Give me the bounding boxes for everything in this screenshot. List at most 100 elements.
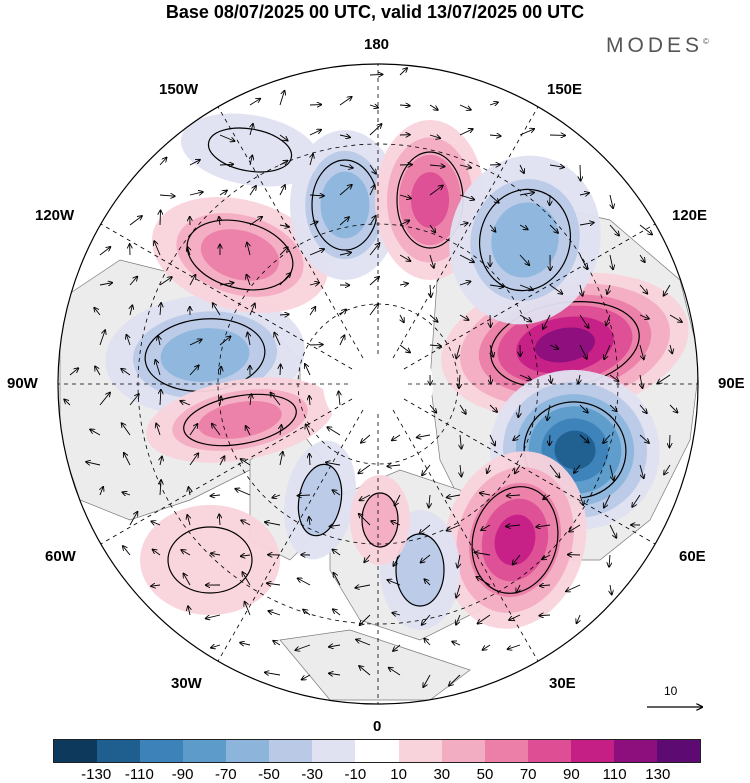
wind-arrow <box>99 247 110 256</box>
wind-arrow <box>219 336 231 346</box>
wind-arrow <box>279 273 290 286</box>
wind-arrow <box>310 154 313 166</box>
wind-arrow <box>604 494 611 508</box>
wind-arrow <box>122 492 131 495</box>
lon-label-90w: 90W <box>7 375 38 392</box>
wind-arrow <box>247 243 250 256</box>
wind-arrow <box>603 434 611 443</box>
wind-arrow <box>279 185 285 196</box>
colorbar-tick-label: -30 <box>301 766 324 783</box>
wind-arrow <box>459 314 469 320</box>
wind-arrow <box>490 344 493 357</box>
wind-arrow <box>609 524 616 538</box>
wind-arrow <box>309 454 310 466</box>
wind-arrow <box>326 462 341 465</box>
wind-arrow <box>250 155 252 166</box>
wind-arrow <box>421 554 431 563</box>
wind-arrow <box>429 165 445 166</box>
wind-arrow <box>219 283 234 285</box>
colorbar-tick-label: 10 <box>390 766 407 783</box>
wind-arrow <box>547 404 550 420</box>
wind-arrow <box>639 315 649 319</box>
wind-arrow <box>399 220 409 226</box>
wind-arrow <box>329 645 341 647</box>
wind-arrow <box>369 185 375 196</box>
colorbar <box>53 739 701 763</box>
wind-arrow <box>393 554 401 566</box>
wind-arrow <box>569 524 581 532</box>
colorbar-tick-label: -110 <box>124 766 154 783</box>
wind-arrow <box>519 314 531 322</box>
wind-arrow <box>99 393 110 406</box>
wind-arrow <box>639 224 652 235</box>
wind-arrow <box>489 224 495 232</box>
wind-arrow <box>632 494 641 507</box>
wind-arrow <box>219 134 235 141</box>
wind-arrow <box>248 333 250 346</box>
wind-arrow <box>241 555 251 556</box>
colorbar-swatch <box>226 740 270 762</box>
wind-arrow <box>456 614 461 625</box>
wind-arrow <box>369 74 382 75</box>
streamline-contour <box>361 492 399 548</box>
wind-arrow <box>309 195 324 196</box>
wind-arrow <box>329 673 341 675</box>
wind-arrow <box>489 285 503 287</box>
wind-arrow <box>423 674 431 687</box>
colorbar-swatch <box>183 740 227 762</box>
wind-arrow <box>579 254 587 269</box>
wind-arrow <box>235 489 251 496</box>
wind-arrow <box>460 434 461 449</box>
wind-arrow <box>364 554 371 562</box>
wind-arrow <box>549 434 550 445</box>
wind-arrow <box>188 606 190 616</box>
wind-arrow <box>279 314 289 315</box>
wind-arrow <box>429 254 434 268</box>
wind-arrow <box>159 195 175 196</box>
wind-arrow <box>188 487 190 496</box>
colorbar-tick-label: 30 <box>433 766 451 783</box>
wind-arrow <box>400 314 404 322</box>
wind-arrow <box>189 275 195 286</box>
colorbar-tick-label: -130 <box>81 766 112 783</box>
wind-arrow <box>280 365 281 376</box>
wind-arrow <box>305 364 311 376</box>
wind-arrow <box>519 254 529 265</box>
lon-label-120w: 120W <box>35 207 75 224</box>
wind-arrow <box>459 281 471 286</box>
wind-arrow <box>481 524 491 530</box>
wind-arrow <box>664 284 671 296</box>
anomaly-contour <box>395 533 445 607</box>
wind-arrow <box>579 193 589 195</box>
map-border <box>57 63 699 705</box>
wind-arrow <box>189 192 203 195</box>
wind-arrow <box>242 572 251 586</box>
wind-arrow <box>477 614 491 624</box>
wind-arrow <box>489 102 498 105</box>
wind-arrow <box>607 284 610 294</box>
colorbar-tick-label: 130 <box>645 766 671 783</box>
wind-arrow <box>339 252 351 255</box>
colorbar-swatch <box>54 740 98 762</box>
wind-arrow <box>220 397 221 406</box>
wind-arrow <box>519 129 534 136</box>
anomaly-contour <box>160 328 250 382</box>
wind-arrow <box>580 494 583 505</box>
wind-arrow <box>309 249 324 256</box>
wind-arrow <box>358 464 371 473</box>
streamline-contour <box>183 393 297 447</box>
wind-arrow <box>577 614 580 623</box>
wind-arrow <box>429 404 436 413</box>
wind-arrow <box>447 495 461 497</box>
wind-arrow <box>279 91 285 106</box>
wind-arrow <box>399 283 408 285</box>
wind-arrow <box>155 360 161 376</box>
lon-label-90e: 90E <box>718 375 745 392</box>
anomaly-contour <box>320 171 370 239</box>
wind-arrow <box>309 396 310 406</box>
wind-arrow <box>429 314 438 322</box>
wind-arrow <box>220 367 221 376</box>
wind-arrow <box>424 639 431 646</box>
wind-arrow <box>272 495 281 498</box>
wind-arrow <box>100 487 103 496</box>
